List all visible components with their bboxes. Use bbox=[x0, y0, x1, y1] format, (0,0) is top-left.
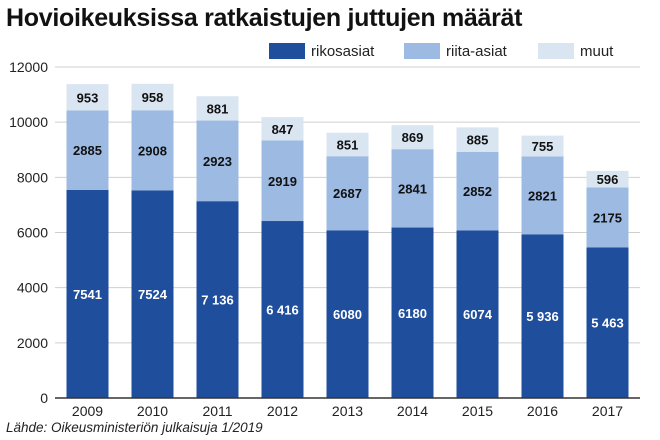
bar-segment-rikosasiat bbox=[456, 230, 499, 398]
value-label-rikosasiat: 5 463 bbox=[591, 316, 624, 331]
y-tick-label: 0 bbox=[40, 390, 48, 406]
y-tick-label: 8000 bbox=[17, 169, 48, 185]
x-tick-label: 2009 bbox=[72, 403, 103, 419]
bar-segment-riita-asiat bbox=[196, 120, 239, 202]
bar-segment-muut bbox=[196, 96, 239, 121]
x-tick-label: 2017 bbox=[592, 403, 623, 419]
legend-swatch-rikosasiat bbox=[269, 43, 305, 59]
value-label-muut: 958 bbox=[142, 90, 164, 105]
bar-segment-muut bbox=[131, 83, 174, 111]
value-label-riita-asiat: 2821 bbox=[528, 188, 557, 203]
value-label-riita-asiat: 2852 bbox=[463, 184, 492, 199]
value-label-rikosasiat: 6 416 bbox=[266, 303, 299, 318]
x-tick-label: 2013 bbox=[332, 403, 363, 419]
x-tick-label: 2010 bbox=[137, 403, 168, 419]
value-label-rikosasiat: 7524 bbox=[138, 287, 168, 302]
bar-segment-muut bbox=[326, 132, 369, 157]
value-label-muut: 881 bbox=[207, 101, 229, 116]
value-label-muut: 755 bbox=[532, 139, 554, 154]
y-tick-label: 2000 bbox=[17, 335, 48, 351]
value-label-muut: 885 bbox=[467, 133, 489, 148]
bar-segment-muut bbox=[456, 127, 499, 152]
y-tick-label: 10000 bbox=[9, 114, 48, 130]
bar-segment-rikosasiat bbox=[66, 189, 109, 398]
bar-segment-riita-asiat bbox=[131, 110, 174, 191]
value-label-riita-asiat: 2175 bbox=[593, 210, 622, 225]
x-tick-label: 2012 bbox=[267, 403, 298, 419]
legend: rikosasiat riita-asiat muut bbox=[269, 43, 614, 60]
bar-segment-rikosasiat bbox=[131, 190, 174, 398]
value-label-riita-asiat: 2885 bbox=[73, 143, 102, 158]
source-note: Lähde: Oikeusministeriön julkaisuja 1/20… bbox=[6, 420, 263, 435]
bar-segment-riita-asiat bbox=[66, 110, 109, 190]
value-label-riita-asiat: 2923 bbox=[203, 154, 232, 169]
bar-segment-riita-asiat bbox=[586, 187, 629, 248]
y-tick-label: 4000 bbox=[17, 280, 48, 296]
value-label-muut: 847 bbox=[272, 122, 294, 137]
bar-segment-rikosasiat bbox=[326, 230, 369, 398]
bar-segment-riita-asiat bbox=[521, 156, 564, 235]
x-axis-ticks: 2009 2010 2011 2012 2013 2014 2015 2016 2017 bbox=[72, 403, 623, 419]
legend-label-rikosasiat: rikosasiat bbox=[311, 43, 375, 60]
x-tick-label: 2016 bbox=[527, 403, 558, 419]
value-label-rikosasiat: 6080 bbox=[333, 307, 362, 322]
value-label-riita-asiat: 2908 bbox=[138, 143, 167, 158]
bar-segment-muut bbox=[261, 117, 304, 141]
bar-segment-rikosasiat bbox=[391, 227, 434, 398]
x-tick-label: 2015 bbox=[462, 403, 493, 419]
y-axis-ticks: 0 2000 4000 6000 8000 10000 12000 bbox=[9, 59, 48, 406]
y-tick-label: 6000 bbox=[17, 225, 48, 241]
value-label-muut: 851 bbox=[337, 137, 359, 152]
bar-segment-riita-asiat bbox=[456, 151, 499, 231]
bar-segment-rikosasiat bbox=[586, 247, 629, 398]
x-tick-label: 2011 bbox=[202, 403, 232, 419]
bar-segment-muut bbox=[521, 135, 564, 157]
bar-segment-riita-asiat bbox=[391, 149, 434, 228]
legend-label-riita-asiat: riita-asiat bbox=[446, 43, 508, 60]
bar-segment-riita-asiat bbox=[261, 140, 304, 222]
bar-segment-rikosasiat bbox=[521, 234, 564, 398]
legend-label-muut: muut bbox=[580, 43, 614, 60]
value-label-riita-asiat: 2687 bbox=[333, 186, 362, 201]
value-label-muut: 596 bbox=[597, 172, 619, 187]
value-label-riita-asiat: 2841 bbox=[398, 181, 427, 196]
bar-segment-muut bbox=[391, 125, 434, 150]
value-label-rikosasiat: 7 136 bbox=[201, 293, 234, 308]
value-label-rikosasiat: 6180 bbox=[398, 306, 427, 321]
bar-segment-muut bbox=[586, 170, 629, 188]
value-label-rikosasiat: 7541 bbox=[73, 287, 102, 302]
value-label-rikosasiat: 5 936 bbox=[526, 309, 559, 324]
chart-title: Hovioikeuksissa ratkaistujen juttujen mä… bbox=[6, 4, 523, 32]
bar-segment-muut bbox=[66, 84, 109, 111]
bar-segment-riita-asiat bbox=[326, 156, 369, 231]
legend-swatch-muut bbox=[538, 43, 574, 59]
bars: 7541 2885 953 7524 2908 958 7 136 2923 881 6 416 2… bbox=[66, 83, 629, 398]
value-label-muut: 869 bbox=[402, 130, 424, 145]
x-tick-label: 2014 bbox=[397, 403, 428, 419]
value-label-muut: 953 bbox=[77, 90, 99, 105]
legend-swatch-riita-asiat bbox=[404, 43, 440, 59]
value-label-riita-asiat: 2919 bbox=[268, 174, 297, 189]
value-label-rikosasiat: 6074 bbox=[463, 307, 493, 322]
y-tick-label: 12000 bbox=[9, 59, 48, 75]
bar-segment-rikosasiat bbox=[261, 221, 304, 398]
bar-segment-rikosasiat bbox=[196, 201, 239, 398]
